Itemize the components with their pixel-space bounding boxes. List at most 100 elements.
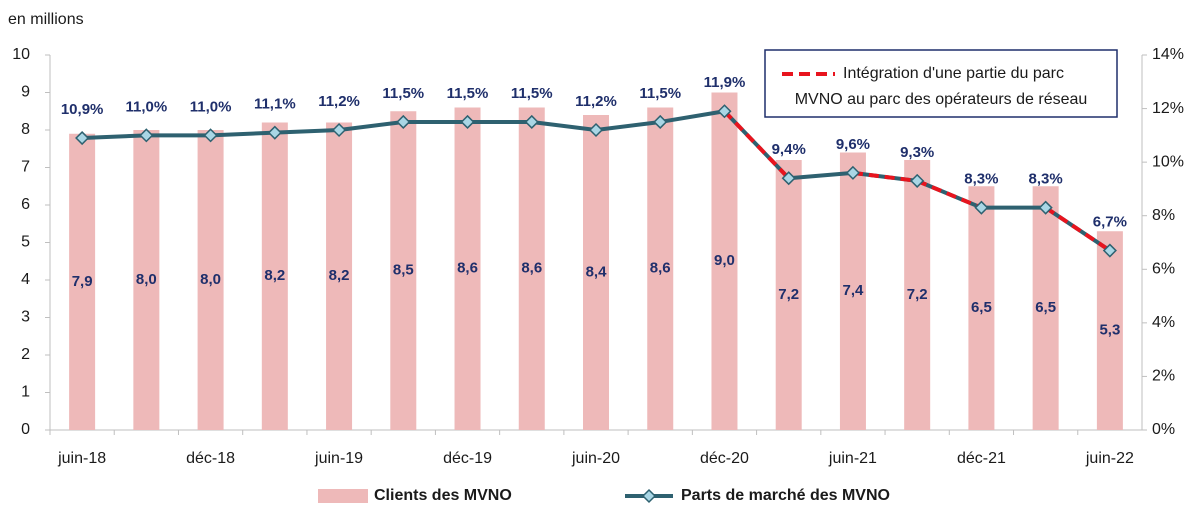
- value-label: 6,7%: [1093, 214, 1127, 231]
- value-label: 7,2: [907, 286, 928, 303]
- marker: [781, 171, 796, 186]
- marker: [267, 125, 282, 140]
- value-label: 8,0: [136, 271, 157, 288]
- value-label: 11,5%: [447, 85, 489, 102]
- annotation-text: Intégration d'une partie du parc: [843, 65, 1064, 82]
- x-tick-label: juin-18: [57, 450, 106, 467]
- value-label: 11,0%: [190, 98, 232, 115]
- y2-tick-label: 10%: [1152, 153, 1184, 170]
- marker: [331, 122, 347, 138]
- bar: [518, 107, 545, 430]
- annotation-box: [764, 49, 1118, 118]
- bar: [261, 122, 288, 430]
- bar: [454, 107, 481, 430]
- marker: [139, 128, 154, 143]
- y2-tick-label: 6%: [1152, 261, 1175, 278]
- annotation-text: MVNO au parc des opérateurs de réseau: [795, 91, 1088, 108]
- y2-tick-label: 12%: [1152, 100, 1184, 117]
- marker: [717, 104, 732, 119]
- value-label: 8,4: [586, 263, 608, 280]
- y-tick-label: 2: [21, 346, 30, 363]
- value-label: 11,5%: [511, 85, 553, 102]
- x-tick-label: juin-19: [314, 450, 363, 467]
- value-label: 11,2%: [575, 93, 617, 110]
- legend-swatch: [318, 489, 368, 503]
- marker: [910, 173, 925, 188]
- x-tick-label: juin-21: [828, 450, 877, 467]
- bar: [968, 186, 995, 430]
- bar: [583, 115, 609, 430]
- x-tick-label: juin-20: [571, 450, 620, 467]
- value-label: 8,0: [200, 271, 221, 288]
- y-tick-label: 10: [12, 46, 30, 63]
- y-tick-label: 9: [21, 84, 30, 101]
- value-label: 7,4: [843, 282, 865, 299]
- bar: [197, 130, 224, 430]
- bar: [1096, 231, 1123, 430]
- y-tick-label: 3: [21, 309, 30, 326]
- y2-tick-label: 4%: [1152, 314, 1175, 331]
- marker: [653, 114, 668, 130]
- value-label: 8,6: [521, 260, 542, 277]
- value-label: 7,2: [778, 286, 799, 303]
- marker: [75, 130, 90, 146]
- bar: [647, 107, 674, 430]
- value-label: 8,6: [650, 260, 671, 277]
- y-tick-label: 8: [21, 121, 30, 138]
- value-label: 11,5%: [382, 85, 424, 102]
- value-label: 8,2: [264, 267, 285, 284]
- bar: [133, 130, 160, 430]
- bar: [326, 122, 353, 430]
- y-tick-label: 1: [21, 384, 30, 401]
- y-tick-label: 0: [21, 421, 30, 438]
- value-label: 9,3%: [900, 144, 934, 161]
- annotation-segment: [916, 179, 983, 210]
- marker: [1038, 200, 1053, 215]
- bar: [839, 152, 866, 430]
- bar: [390, 111, 417, 430]
- x-tick-label: juin-22: [1085, 450, 1134, 467]
- x-tick-label: déc-18: [186, 450, 235, 467]
- y-tick-label: 6: [21, 196, 30, 213]
- legend-label: Clients des MVNO: [374, 487, 512, 504]
- value-label: 7,9: [72, 273, 93, 290]
- value-label: 8,2: [329, 267, 350, 284]
- bar: [1032, 186, 1059, 430]
- value-label: 9,6%: [836, 136, 870, 153]
- value-label: 9,0: [714, 252, 735, 269]
- marker: [845, 165, 861, 180]
- marker: [203, 128, 218, 143]
- x-tick-label: déc-20: [700, 450, 749, 467]
- y-tick-label: 5: [21, 234, 30, 251]
- value-label: 10,9%: [61, 101, 104, 118]
- value-label: 8,3%: [1029, 171, 1063, 188]
- value-label: 11,2%: [318, 93, 360, 110]
- value-label: 5,3: [1099, 322, 1120, 339]
- value-label: 9,4%: [772, 141, 806, 158]
- legend-marker: [641, 488, 657, 504]
- marker: [974, 200, 989, 215]
- marker: [396, 114, 411, 130]
- bar: [904, 160, 931, 430]
- y-tick-label: 7: [21, 159, 30, 176]
- value-label: 11,0%: [125, 98, 167, 115]
- value-label: 6,5: [971, 299, 992, 316]
- y-tick-label: 4: [21, 271, 30, 288]
- y2-tick-label: 0%: [1152, 421, 1175, 438]
- marker: [1102, 243, 1117, 258]
- y2-tick-label: 14%: [1152, 46, 1184, 63]
- legend-label: Parts de marché des MVNO: [681, 487, 890, 504]
- value-label: 8,6: [457, 260, 478, 277]
- value-label: 11,5%: [639, 85, 681, 102]
- marker: [588, 122, 604, 138]
- value-label: 8,5: [393, 262, 414, 279]
- x-tick-label: déc-21: [957, 450, 1006, 467]
- bar: [69, 133, 96, 430]
- bar: [775, 160, 802, 430]
- value-label: 11,1%: [254, 96, 296, 113]
- value-label: 8,3%: [964, 171, 998, 188]
- y2-tick-label: 2%: [1152, 368, 1175, 385]
- bar: [711, 92, 738, 430]
- subtitle: en millions: [8, 11, 84, 28]
- annotation-segment: [1044, 206, 1111, 253]
